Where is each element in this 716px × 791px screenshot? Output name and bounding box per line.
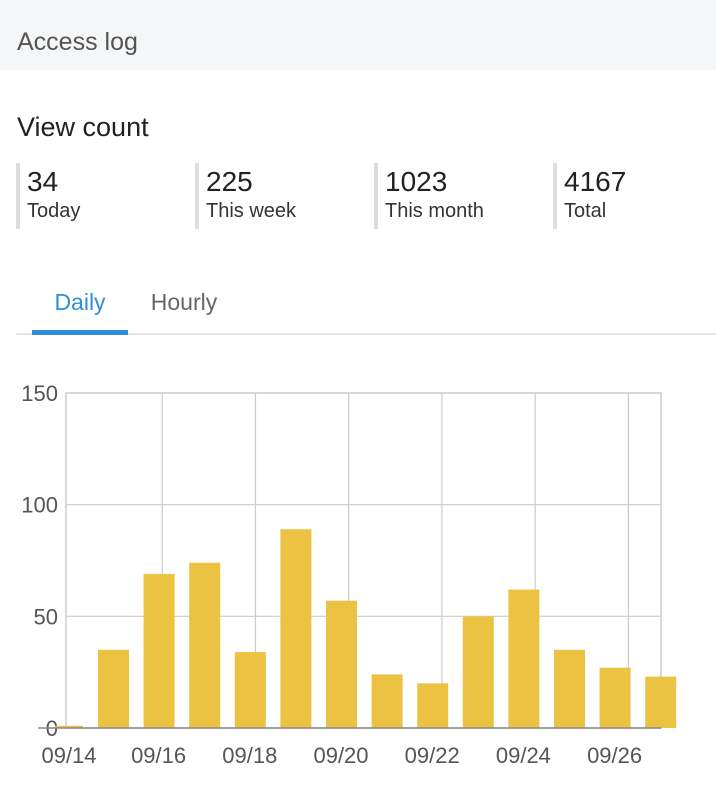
- stat-label: This month: [385, 200, 484, 222]
- stat-this-month: 1023 This month: [374, 163, 544, 229]
- bar-09/26: [599, 667, 631, 728]
- view-count-title: View count: [17, 112, 149, 142]
- stat-label: This week: [206, 200, 297, 222]
- tab-daily[interactable]: Daily: [32, 280, 128, 335]
- bar-09/19: [280, 529, 312, 728]
- stat-value: 1023: [385, 166, 448, 197]
- stat-this-week: 225 This week: [195, 163, 365, 229]
- y-tick-label: 100: [21, 493, 58, 518]
- bar-09/16: [143, 573, 175, 728]
- stat-value: 34: [27, 166, 59, 197]
- x-tick-label: 09/20: [313, 743, 368, 768]
- x-tick-label: 09/14: [41, 743, 96, 768]
- stats-row: 34 Today 225 This week 1023 This month 4…: [16, 163, 716, 229]
- chart-tabs: Daily Hourly: [16, 280, 716, 335]
- tab-hourly[interactable]: Hourly: [150, 289, 218, 315]
- header-bar: Access log: [0, 0, 716, 70]
- stat-today: 34 Today: [16, 163, 186, 229]
- x-tick-label: 09/16: [131, 743, 186, 768]
- y-tick-label: 150: [21, 381, 58, 406]
- bar-09/23: [462, 616, 494, 728]
- stat-total: 4167 Total: [553, 163, 713, 229]
- x-tick-label: 09/22: [405, 743, 460, 768]
- bar-09/17: [189, 562, 221, 728]
- bar-09/25: [554, 649, 585, 728]
- bar-09/27: [645, 676, 677, 728]
- stat-label: Total: [564, 200, 607, 222]
- bar-09/15: [98, 649, 129, 728]
- stat-value: 4167: [564, 166, 627, 197]
- bar-09/18: [234, 652, 266, 728]
- x-tick-label: 09/18: [222, 743, 277, 768]
- x-tick-label: 09/24: [496, 743, 551, 768]
- bar-09/22: [417, 683, 449, 728]
- x-tick-label: 09/26: [587, 743, 642, 768]
- bar-09/14: [55, 725, 83, 728]
- stat-label: Today: [27, 200, 81, 222]
- page-title: Access log: [17, 28, 138, 56]
- bar-09/24: [508, 589, 540, 728]
- bar-09/21: [371, 674, 403, 728]
- stat-value: 225: [206, 166, 253, 197]
- y-tick-label: 50: [34, 604, 58, 629]
- bar-09/20: [326, 600, 357, 728]
- daily-views-chart: 0 50 100 150 09/14 09/16 09/18 09/20 09/22 09/24 0…: [0, 370, 716, 780]
